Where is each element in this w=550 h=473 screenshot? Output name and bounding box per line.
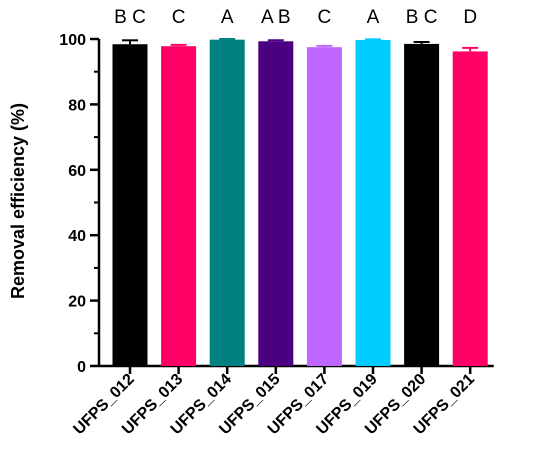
y-tick-label: 80 <box>68 97 86 114</box>
y-tick-label: 100 <box>59 32 86 49</box>
bar <box>452 51 488 367</box>
bar <box>209 39 245 367</box>
significance-label: C <box>172 7 186 28</box>
bar <box>306 47 342 367</box>
bar <box>258 41 294 366</box>
bar <box>161 46 197 366</box>
significance-label: B C <box>406 7 438 28</box>
y-tick-label: 20 <box>68 294 86 311</box>
y-tick-label: 40 <box>68 228 86 245</box>
y-tick-label: 0 <box>77 359 86 376</box>
significance-label: C <box>318 7 332 28</box>
significance-label: A <box>367 7 380 28</box>
significance-label: A B <box>261 7 291 28</box>
y-tick-label: 60 <box>68 163 86 180</box>
bar <box>355 39 391 367</box>
bar <box>112 44 148 367</box>
bar <box>404 43 440 366</box>
significance-label: B C <box>114 7 146 28</box>
y-axis-title: Removal efficiency (%) <box>8 103 28 299</box>
significance-label: D <box>463 7 477 28</box>
significance-label: A <box>221 7 234 28</box>
